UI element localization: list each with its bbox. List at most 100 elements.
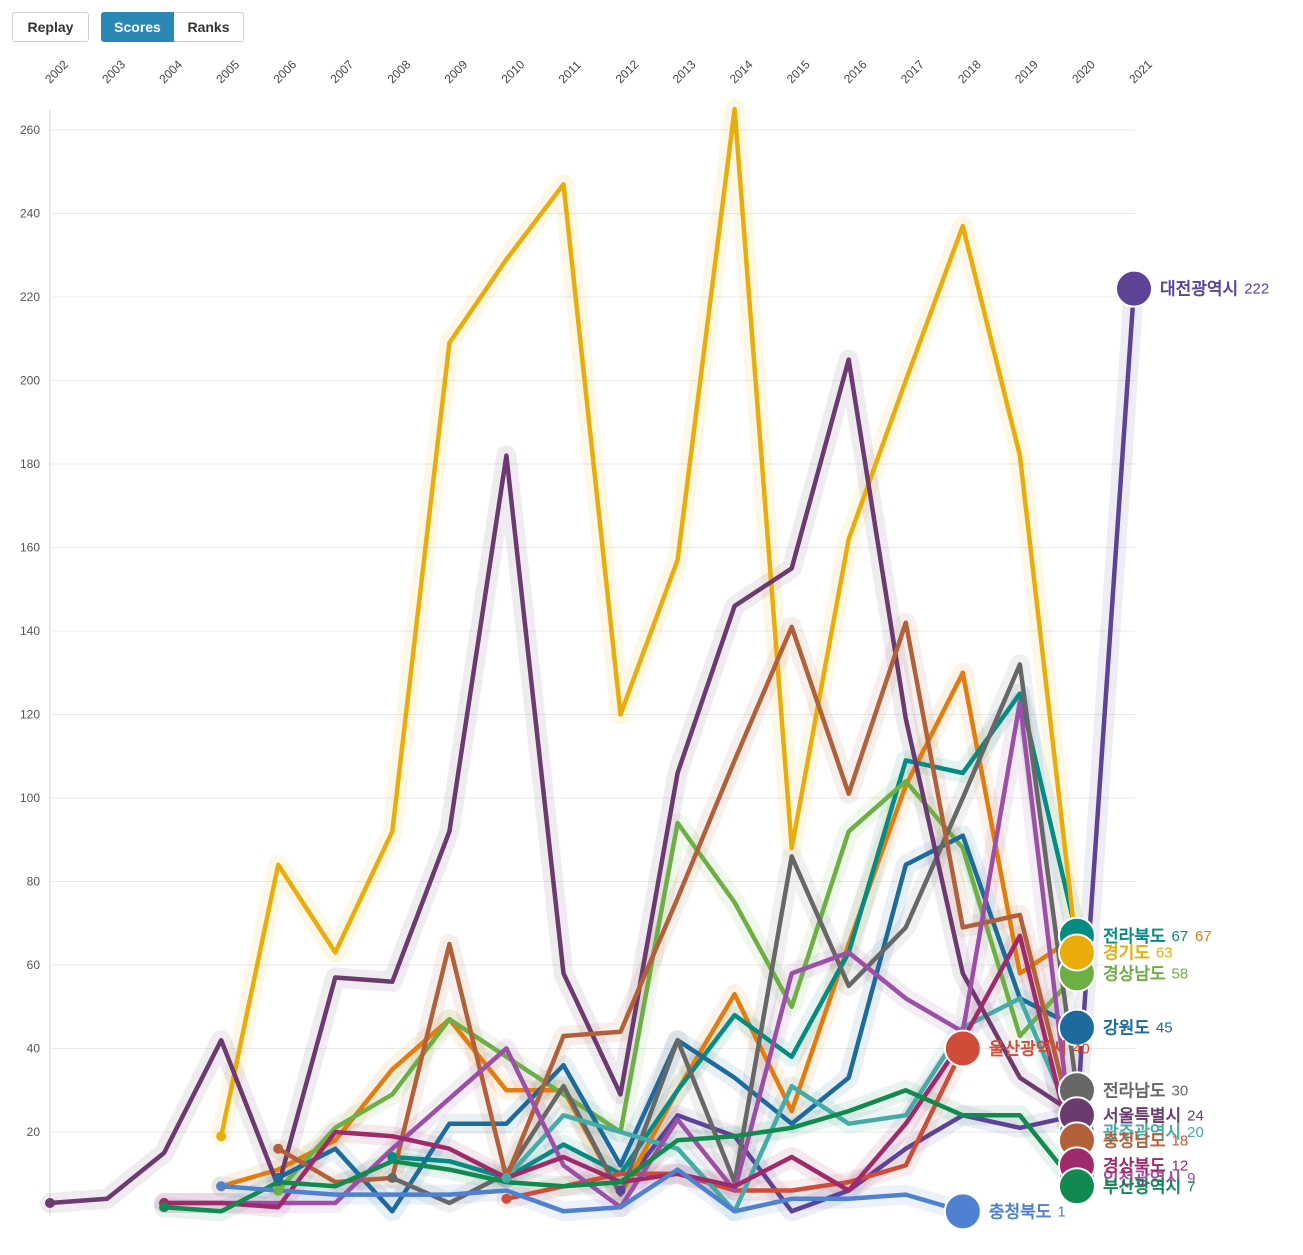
- series-value-label: 9: [1187, 1169, 1195, 1186]
- series-end-marker[interactable]: [943, 1029, 982, 1068]
- series-end-marker[interactable]: [1057, 1008, 1096, 1047]
- x-tick-label: 2021: [1126, 57, 1155, 86]
- x-tick-label: 2006: [270, 57, 299, 86]
- series-name-label: 경상남도: [1103, 964, 1166, 983]
- series-name-label: 인천광역시: [1103, 1168, 1181, 1187]
- series-start-dot: [216, 1131, 227, 1142]
- mode-toggle: Scores Ranks: [101, 12, 244, 42]
- series-value-label: 67: [1172, 927, 1189, 944]
- x-tick-label: 2002: [42, 57, 71, 86]
- x-tick-label: 2008: [385, 57, 414, 86]
- series-end-label[interactable]: 경기도 63: [1103, 943, 1173, 962]
- series-start-dot: [501, 1193, 512, 1204]
- x-tick-label: 2013: [670, 57, 699, 86]
- y-tick-label: 240: [20, 207, 40, 221]
- x-tick-label: 2020: [1069, 57, 1098, 86]
- series-line[interactable]: [504, 996, 1080, 1214]
- series-end-markers: [943, 269, 1153, 1231]
- x-tick-label: 2005: [213, 57, 242, 86]
- series-name-label: 전라북도: [1103, 926, 1166, 945]
- y-tick-label: 40: [27, 1042, 41, 1056]
- series-value-label: 12: [1172, 1157, 1189, 1174]
- series-end-label[interactable]: 울산광역시 40: [989, 1039, 1090, 1058]
- series-value-label: 63: [1156, 944, 1173, 961]
- series-line[interactable]: [161, 1088, 1080, 1214]
- series-name-label: 경상북도: [1103, 1156, 1166, 1175]
- series-value-label: 30: [1172, 1082, 1189, 1099]
- y-tick-label: 160: [20, 541, 40, 555]
- x-axis: 2002 2003 2004 2005 2006 2007 2008 2009 2010 2011…: [42, 57, 1155, 86]
- series-end-label[interactable]: 충청북도 1: [989, 1201, 1066, 1221]
- series-end-label[interactable]: 부산광역시 7: [1103, 1177, 1196, 1196]
- x-tick-label: 2014: [727, 57, 756, 86]
- series-end-label[interactable]: 경상북도 12: [1103, 1156, 1188, 1175]
- series-end-label[interactable]: 전라북도 67: [1103, 926, 1188, 945]
- series-end-label[interactable]: 경상남도 58: [1103, 964, 1188, 983]
- series-end-label[interactable]: 서울특별시 24: [1103, 1106, 1204, 1125]
- series-value-label: 40: [1073, 1040, 1090, 1057]
- y-tick-label: 200: [20, 374, 40, 388]
- series-line[interactable]: [47, 357, 1080, 1206]
- series-start-dots: [45, 1131, 626, 1213]
- y-tick-label: 140: [20, 624, 40, 638]
- series-name-label: 경기도: [1103, 943, 1150, 962]
- series-end-label[interactable]: 인천광역시 9: [1103, 1168, 1196, 1187]
- series-end-label[interactable]: 대전광역시 222: [1160, 279, 1269, 298]
- series-value-label: 222: [1244, 280, 1269, 297]
- replay-button[interactable]: Replay: [12, 12, 89, 42]
- x-tick-label: 2003: [99, 57, 128, 86]
- series-end-label[interactable]: 충청남도 18: [1103, 1130, 1188, 1150]
- series-start-dot: [273, 1185, 284, 1196]
- series-end-labels: 대전광역시 222 67 전라북도 67 경상남도 58 경기도 63 강원도 45 울산광역시 40 전…: [989, 279, 1269, 1221]
- x-tick-label: 2007: [327, 57, 356, 86]
- series-value-label: 67: [1195, 927, 1212, 944]
- series-end-label[interactable]: 광주광역시 20: [1103, 1123, 1204, 1142]
- scores-button[interactable]: Scores: [101, 12, 174, 42]
- series-line[interactable]: [218, 1167, 966, 1214]
- series-start-dot: [216, 1181, 227, 1192]
- series-name-label: 광주광역시: [1103, 1123, 1181, 1142]
- series-name-label: 부산광역시: [1103, 1177, 1181, 1196]
- series-start-dot: [273, 1172, 284, 1183]
- series-start-dot: [615, 1185, 626, 1196]
- series-line[interactable]: [618, 286, 1137, 1214]
- series-value-label: 24: [1187, 1107, 1204, 1124]
- series-name-label: 충청북도: [989, 1201, 1052, 1221]
- x-tick-label: 2012: [613, 57, 642, 86]
- x-tick-label: 2018: [955, 57, 984, 86]
- series-end-label[interactable]: 강원도 45: [1103, 1018, 1173, 1037]
- series-end-marker[interactable]: [1057, 933, 1096, 972]
- series-name-label: 충청남도: [1103, 1130, 1166, 1150]
- series-end-marker[interactable]: [943, 1192, 982, 1231]
- y-tick-label: 260: [20, 123, 40, 137]
- series-name-label: 강원도: [1103, 1018, 1150, 1037]
- chart-controls: Replay Scores Ranks: [12, 12, 244, 42]
- series-start-dot: [45, 1197, 55, 1208]
- y-tick-label: 100: [20, 791, 40, 805]
- x-tick-label: 2009: [442, 57, 471, 86]
- x-tick-label: 2004: [156, 57, 185, 86]
- series-value-label: 18: [1172, 1132, 1189, 1149]
- series-lines: [47, 106, 1137, 1214]
- series-end-marker[interactable]: [1057, 1167, 1096, 1206]
- y-tick-label: 80: [27, 875, 41, 889]
- series-line[interactable]: [275, 620, 1080, 1185]
- series-line[interactable]: [218, 106, 1080, 1139]
- y-tick-label: 20: [27, 1125, 41, 1139]
- series-name-label: 울산광역시: [989, 1039, 1067, 1058]
- series-start-dot: [501, 1172, 512, 1183]
- x-tick-label: 2019: [1012, 57, 1041, 86]
- series-end-label[interactable]: 67: [1195, 927, 1212, 944]
- x-tick-label: 2011: [556, 58, 584, 86]
- ranks-button[interactable]: Ranks: [174, 12, 244, 42]
- series-start-dot: [159, 1202, 170, 1213]
- y-tick-label: 60: [27, 958, 41, 972]
- series-end-marker[interactable]: [1115, 269, 1153, 308]
- series-value-label: 20: [1187, 1124, 1204, 1141]
- x-tick-label: 2017: [898, 57, 927, 86]
- series-start-dot: [387, 1172, 398, 1183]
- y-tick-label: 220: [20, 290, 40, 304]
- series-name-label: 전라남도: [1103, 1081, 1166, 1100]
- series-end-label[interactable]: 전라남도 30: [1103, 1081, 1188, 1100]
